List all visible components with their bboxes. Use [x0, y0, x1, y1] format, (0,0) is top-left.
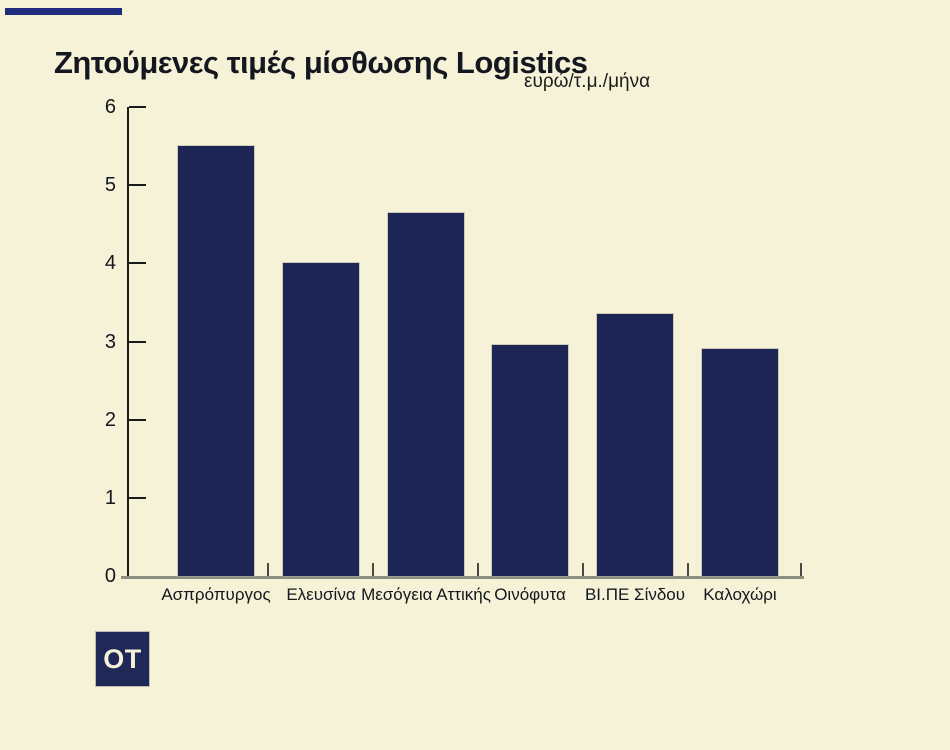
bar-1 [178, 146, 254, 576]
x-tick-mark [372, 563, 374, 576]
x-category-label: Μεσόγεια Αττικής [361, 585, 491, 604]
bar-2 [283, 263, 359, 576]
x-axis-line [121, 576, 804, 579]
y-tick-mark [129, 106, 146, 108]
x-category-label: Ασπρόπυργος [161, 585, 271, 604]
ot-logo: OT [96, 632, 149, 686]
bar-5 [597, 314, 673, 576]
y-tick-mark [129, 184, 146, 187]
x-tick-mark [582, 563, 584, 576]
bar-4 [492, 345, 568, 576]
y-tick-label: 2 [104, 408, 116, 431]
y-tick-label: 3 [104, 330, 116, 353]
bar-3 [388, 213, 464, 576]
y-tick-label: 5 [104, 174, 116, 197]
x-category-label: Οινόφυτα [494, 585, 566, 604]
y-tick-mark [129, 418, 146, 421]
x-category-label: Καλοχώρι [703, 585, 777, 604]
chart-title: Ζητούμενες τιμές μίσθωσης Logistics [54, 44, 588, 80]
x-category-label: Ελευσίνα [286, 585, 356, 604]
brand-accent-bar [5, 8, 122, 15]
x-tick-mark [267, 563, 269, 576]
y-tick-mark [129, 496, 146, 499]
y-tick-label: 6 [104, 96, 116, 118]
unit-label: ευρώ/τ.μ./μήνα [524, 71, 651, 92]
y-tick-mark [129, 340, 146, 343]
bar-6 [702, 349, 778, 576]
x-category-label: ΒΙ.ΠΕ Σίνδου [584, 585, 686, 604]
x-tick-mark [477, 563, 479, 576]
y-tick-mark [129, 262, 146, 265]
y-axis-line [127, 107, 129, 576]
x-tick-mark [687, 563, 689, 576]
ot-logo-text: OT [103, 643, 142, 674]
y-tick-label: 0 [104, 565, 116, 587]
y-tick-label: 1 [104, 486, 116, 509]
x-tick-mark [800, 563, 802, 576]
y-tick-label: 4 [104, 252, 116, 275]
